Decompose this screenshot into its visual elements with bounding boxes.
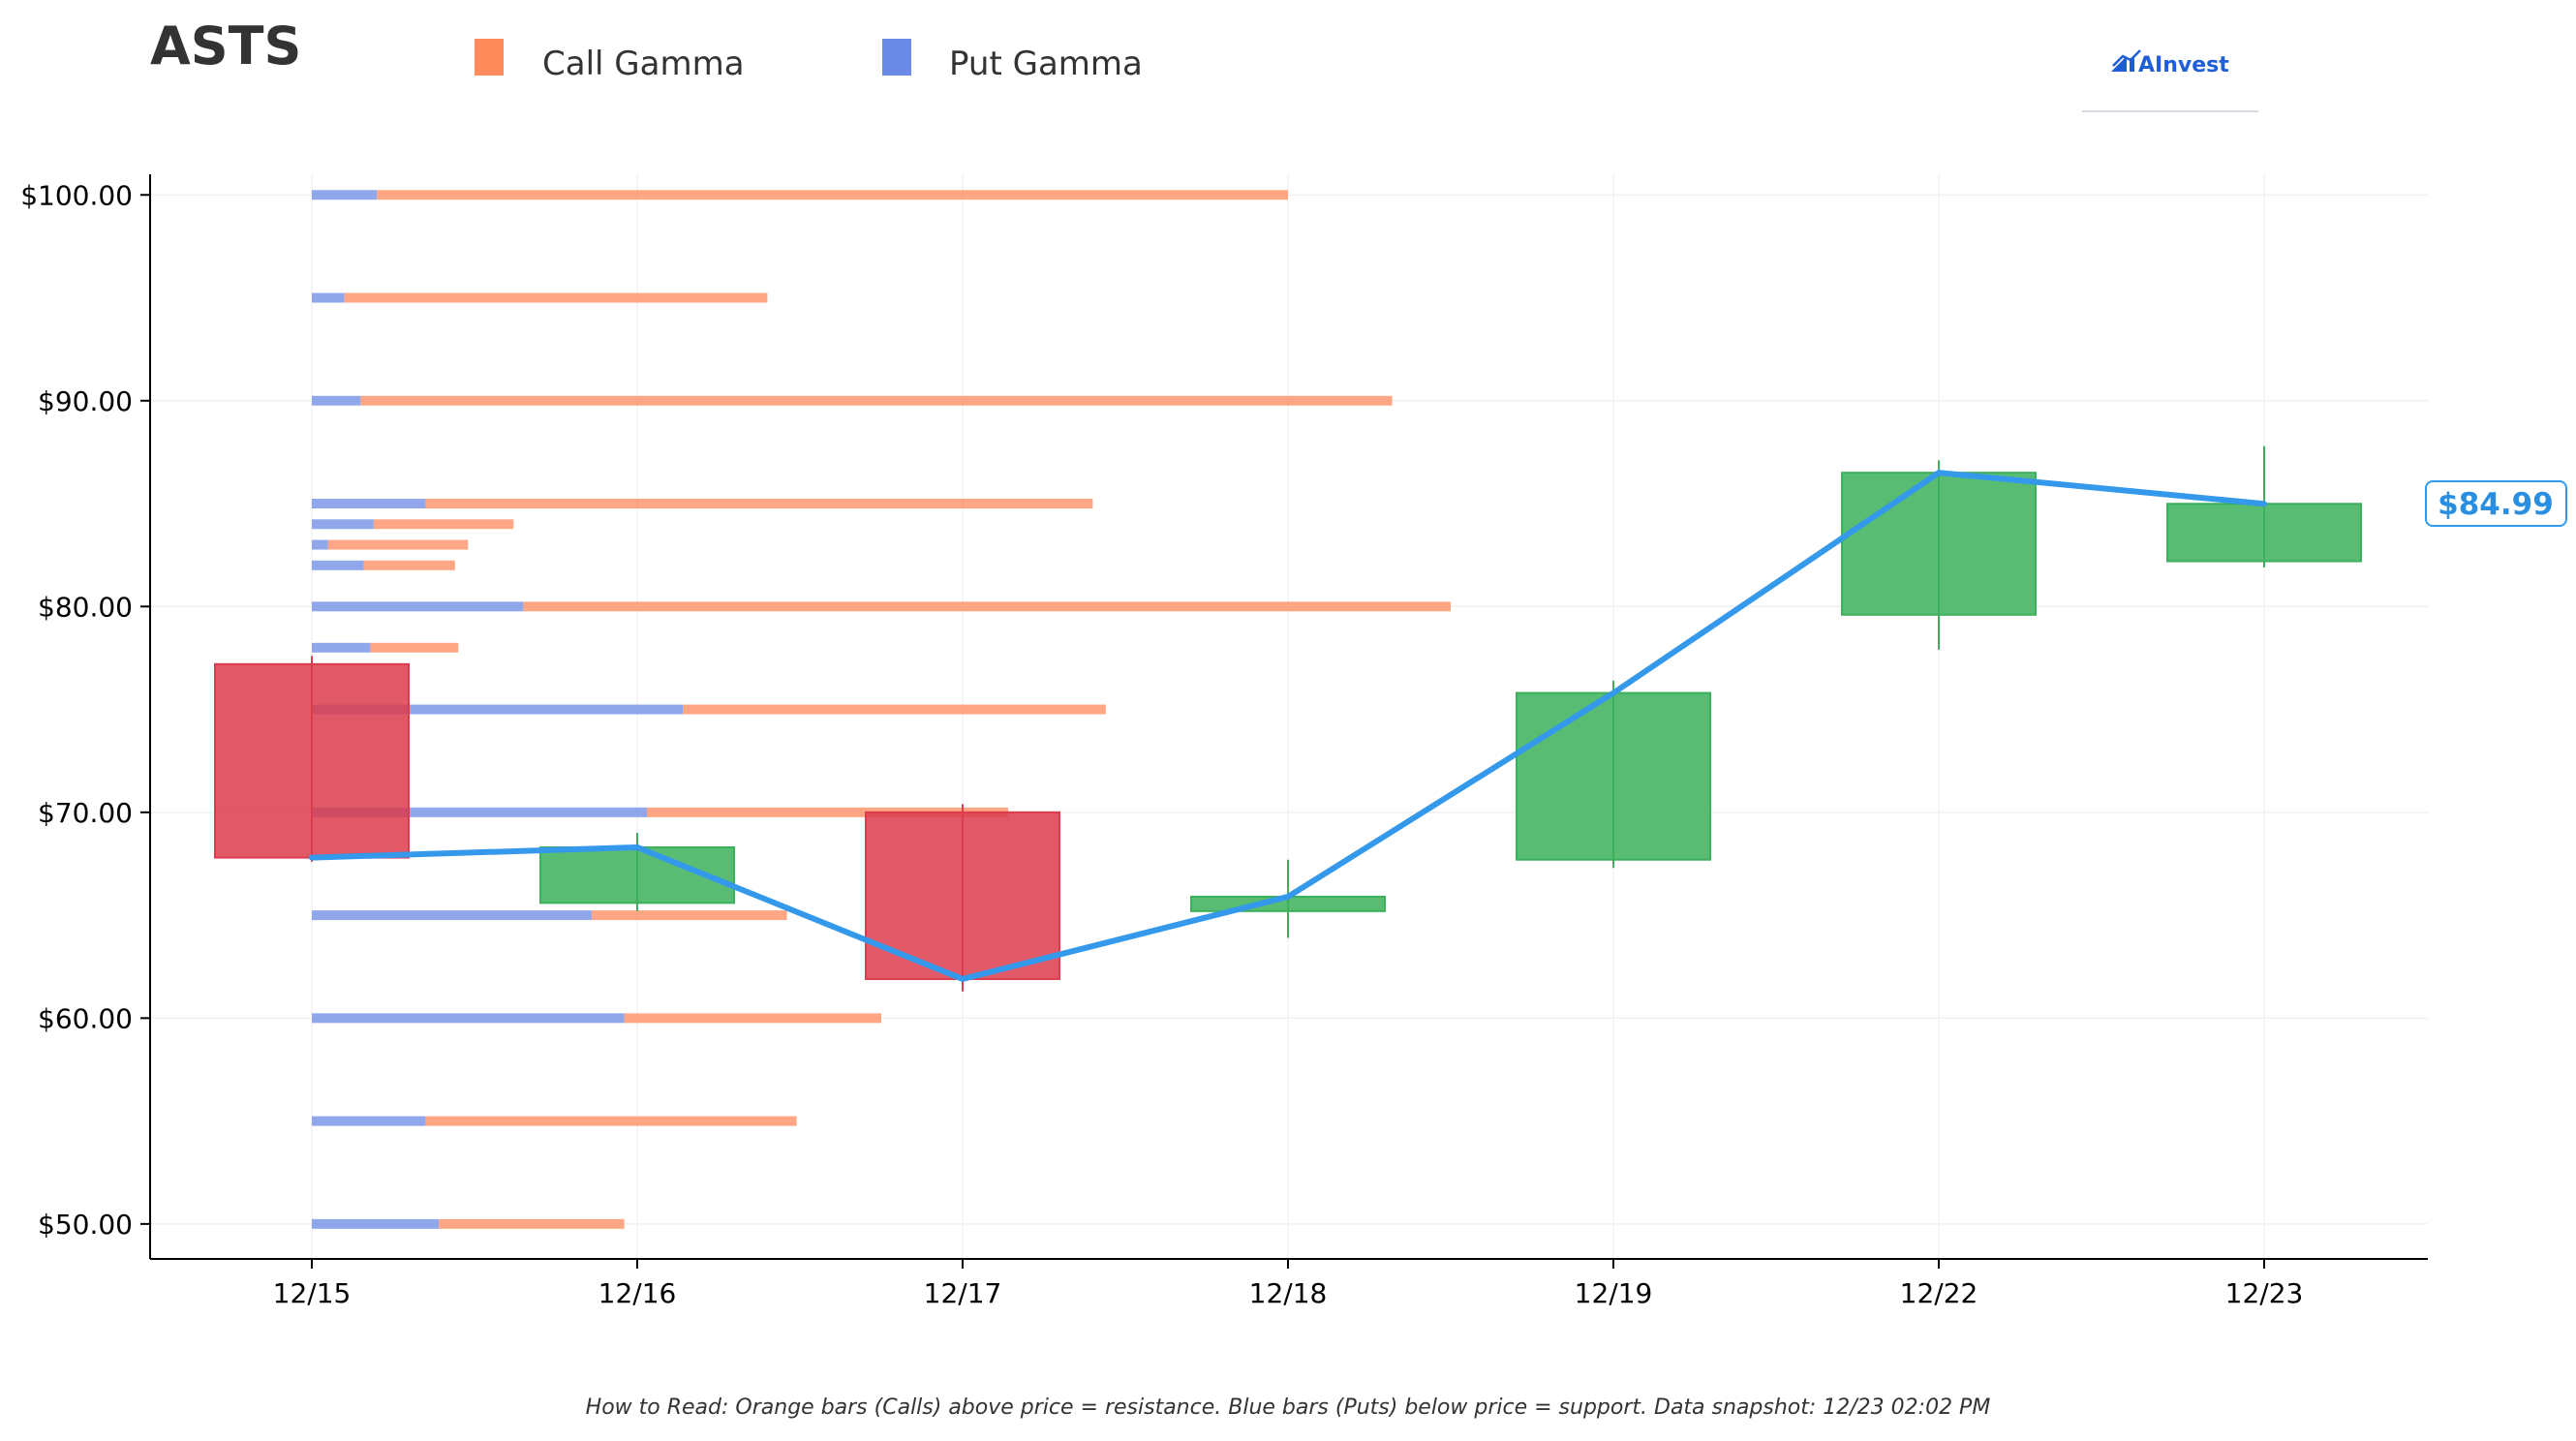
y-tick-label: $70.00	[38, 797, 133, 829]
call-gamma-bar	[439, 1218, 625, 1229]
put-gamma-bar	[312, 292, 345, 303]
candle-body	[2166, 503, 2362, 563]
legend-label-put: Put Gamma	[949, 45, 1143, 83]
x-tick-label: 12/18	[1249, 1277, 1328, 1309]
call-gamma-bar	[327, 539, 469, 550]
gamma-bars-layer	[312, 190, 1451, 1229]
candle-body	[1516, 691, 1711, 861]
put-gamma-bar	[312, 190, 378, 200]
call-gamma-bar	[377, 190, 1288, 200]
current-price-label: $84.99	[2438, 487, 2554, 522]
put-gamma-bar	[312, 601, 524, 612]
x-tick-label: 12/17	[924, 1277, 1002, 1309]
current-price-badge: $84.99	[2425, 480, 2567, 527]
put-gamma-bar	[312, 560, 364, 570]
call-gamma-bar	[373, 519, 514, 530]
call-gamma-bar	[683, 704, 1106, 715]
call-gamma-bar	[370, 642, 459, 653]
call-gamma-bar	[523, 601, 1451, 612]
call-gamma-bar	[363, 560, 455, 570]
call-gamma-bar	[647, 807, 1009, 817]
call-gamma-bar	[425, 1116, 797, 1126]
put-gamma-bar	[312, 910, 592, 921]
price-line-layer	[309, 470, 2267, 982]
legend-label-call: Call Gamma	[542, 45, 745, 83]
x-tick-label: 12/23	[2225, 1277, 2304, 1309]
call-gamma-bar	[624, 1013, 881, 1024]
legend-swatch-call	[475, 39, 504, 76]
y-tick-label: $90.00	[38, 385, 133, 417]
call-gamma-bar	[344, 292, 768, 303]
candle-body	[214, 662, 410, 859]
x-tick-label: 12/19	[1575, 1277, 1653, 1309]
brand-logo: AInvest	[2082, 49, 2258, 112]
price-line	[309, 470, 2267, 982]
put-gamma-bar	[312, 1013, 625, 1024]
legend-swatch-put	[882, 39, 911, 76]
x-tick-label: 12/22	[1900, 1277, 1978, 1309]
x-tick-label: 12/16	[598, 1277, 677, 1309]
put-gamma-bar	[312, 704, 684, 715]
y-tick-label: $100.00	[20, 179, 133, 211]
brand-name: AInvest	[2138, 53, 2229, 77]
current-price-box	[2425, 480, 2567, 527]
chart-title: ASTS	[150, 15, 301, 77]
call-gamma-bar	[591, 910, 787, 921]
legend: Call Gamma Put Gamma	[475, 39, 1143, 83]
call-gamma-bar	[360, 395, 1393, 406]
put-gamma-bar	[312, 395, 361, 406]
footnote: How to Read: Orange bars (Calls) above p…	[586, 1395, 1991, 1420]
y-tick-label: $80.00	[38, 591, 133, 623]
grid-layer	[150, 174, 2428, 1259]
candle-body	[1841, 472, 2037, 616]
put-gamma-bar	[312, 539, 328, 550]
axes-layer: $50.00 $60.00 $70.00 $80.00 $90.00 $100.00 12/…	[20, 174, 2428, 1309]
x-tick-label: 12/15	[273, 1277, 352, 1309]
ainvest-logo-icon	[2111, 49, 2141, 72]
y-tick-label: $50.00	[38, 1209, 133, 1241]
put-gamma-bar	[312, 499, 426, 509]
put-gamma-bar	[312, 807, 648, 817]
put-gamma-bar	[312, 1116, 426, 1126]
put-gamma-bar	[312, 519, 374, 530]
call-gamma-bar	[425, 499, 1093, 509]
y-tick-label: $60.00	[38, 1002, 133, 1034]
put-gamma-bar	[312, 1218, 440, 1229]
put-gamma-bar	[312, 642, 371, 653]
